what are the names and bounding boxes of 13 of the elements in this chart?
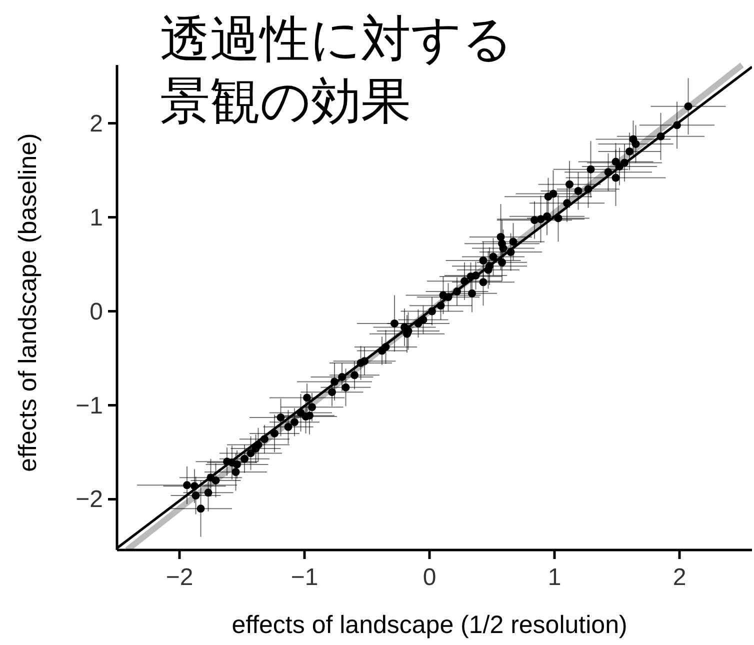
y-tick-label: −1 bbox=[76, 392, 103, 420]
y-tick-label: 0 bbox=[90, 298, 103, 326]
x-tick-label: 0 bbox=[422, 564, 436, 591]
x-tick-label: 2 bbox=[672, 564, 686, 591]
y-tick-label: −2 bbox=[76, 486, 103, 514]
y-tick-label: 1 bbox=[90, 204, 103, 232]
y-tick-label: 2 bbox=[90, 110, 103, 138]
x-tick-label: 1 bbox=[548, 564, 562, 591]
chart-title: 透過性に対する景観の効果 bbox=[160, 9, 514, 132]
x-axis-title: effects of landscape (1/2 resolution) bbox=[232, 611, 628, 639]
x-tick-label: −2 bbox=[166, 564, 194, 591]
x-tick-label: −1 bbox=[290, 564, 318, 591]
y-axis-title: effects of landscape (baseline) bbox=[14, 133, 42, 472]
